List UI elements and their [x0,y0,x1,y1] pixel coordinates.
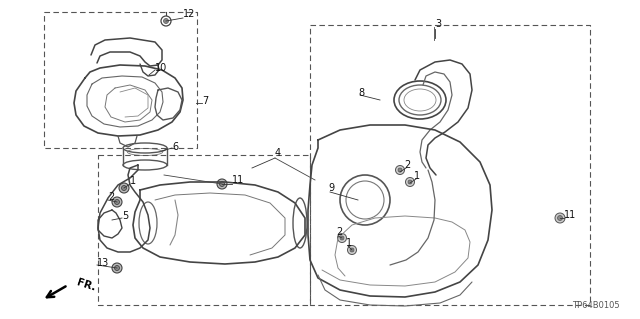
Circle shape [398,168,402,172]
Circle shape [337,234,346,242]
Text: 12: 12 [183,9,195,19]
Circle shape [217,179,227,189]
Circle shape [557,216,563,220]
Text: 4: 4 [275,148,281,158]
Circle shape [408,180,412,184]
Text: 1: 1 [130,176,136,186]
Text: 9: 9 [328,183,334,193]
Circle shape [115,199,120,204]
Text: TP64B0105: TP64B0105 [572,301,620,310]
Circle shape [396,166,404,174]
Circle shape [348,246,356,255]
Text: 8: 8 [358,88,364,98]
Text: 11: 11 [564,210,576,220]
Text: 6: 6 [172,142,178,152]
Circle shape [112,263,122,273]
Text: 1: 1 [346,238,352,248]
Text: 13: 13 [97,258,109,268]
Circle shape [340,236,344,240]
Text: 3: 3 [435,19,441,29]
Circle shape [555,213,565,223]
Circle shape [350,248,354,252]
Text: FR.: FR. [75,277,97,293]
Text: 2: 2 [336,227,342,237]
Text: 2: 2 [404,160,410,170]
Circle shape [115,265,120,271]
Circle shape [122,186,127,190]
Text: 10: 10 [155,63,167,73]
Text: 1: 1 [414,171,420,181]
Circle shape [163,19,168,24]
Circle shape [220,182,225,187]
Text: 7: 7 [202,96,208,106]
Text: 2: 2 [108,192,115,202]
Text: 11: 11 [232,175,244,185]
Circle shape [112,197,122,207]
Text: 5: 5 [122,211,128,221]
Circle shape [119,183,129,193]
Circle shape [406,177,415,187]
